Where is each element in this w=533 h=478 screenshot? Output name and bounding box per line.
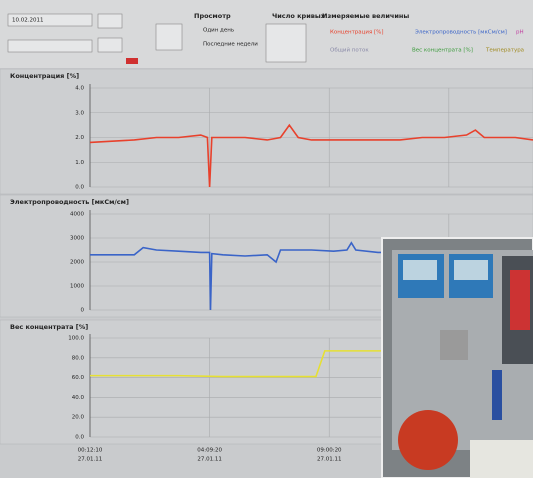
y-tick-label: 2.0 — [75, 135, 84, 141]
option[interactable]: Вес концентрата [%] — [412, 48, 473, 54]
option[interactable]: Температура — [485, 48, 524, 54]
toolbar: 10.02.2011 Просмотр Один день Последние … — [0, 0, 533, 68]
pipe — [492, 370, 502, 420]
y-tick-label: 3000 — [70, 236, 84, 242]
curves-list[interactable] — [266, 24, 306, 62]
option[interactable]: Общий поток — [330, 47, 369, 54]
chart-title: Концентрация [%] — [10, 72, 79, 80]
y-tick-label: 4000 — [70, 212, 84, 218]
x-tick-date: 27.01.11 — [197, 457, 222, 463]
x-tick-label: 00:12:10 — [78, 448, 103, 454]
option[interactable]: pH — [516, 30, 524, 36]
y-tick-label: 0.0 — [75, 185, 84, 191]
group-title: Просмотр — [194, 12, 231, 20]
photo — [382, 238, 533, 478]
y-tick-label: 4.0 — [75, 86, 84, 92]
button[interactable] — [98, 38, 122, 52]
group-title: Число кривых — [272, 12, 326, 20]
button[interactable] — [156, 24, 182, 50]
y-tick-label: 60.0 — [72, 375, 85, 381]
option[interactable]: Концентрация [%] — [330, 30, 384, 36]
option[interactable]: Один день — [203, 28, 234, 34]
valve — [440, 330, 468, 360]
screen: 10.02.2011 Просмотр Один день Последние … — [0, 0, 533, 478]
y-tick-label: 1.0 — [75, 160, 84, 166]
display — [454, 260, 488, 280]
indicator — [126, 58, 138, 64]
y-tick-label: 100.0 — [68, 336, 84, 342]
chart-title: Электропроводность [мкСм/см] — [10, 198, 129, 206]
x-tick-label: 09:00:20 — [317, 448, 342, 454]
chart-title: Вес концентрата [%] — [10, 323, 88, 331]
y-tick-label: 40.0 — [72, 395, 85, 401]
y-tick-label: 1000 — [70, 284, 84, 290]
pump — [398, 410, 458, 470]
nav-buttons[interactable] — [8, 40, 92, 52]
option[interactable]: Последние недели — [203, 42, 258, 48]
y-tick-label: 20.0 — [72, 415, 85, 421]
x-tick-date: 27.01.11 — [78, 457, 103, 463]
date-text: 10.02.2011 — [12, 18, 44, 24]
x-tick-date: 27.01.11 — [317, 457, 342, 463]
y-tick-label: 3.0 — [75, 110, 84, 116]
option[interactable]: Электропроводность [мкСм/см] — [415, 30, 507, 36]
y-tick-label: 2000 — [70, 260, 84, 266]
button[interactable] — [98, 14, 122, 28]
y-tick-label: 0 — [81, 308, 85, 314]
tank — [470, 440, 533, 478]
y-tick-label: 0.0 — [75, 435, 84, 441]
group-title: Измеряемые величины — [322, 12, 409, 20]
x-tick-label: 04:09:20 — [197, 448, 222, 454]
display — [510, 270, 530, 330]
y-tick-label: 80.0 — [72, 355, 85, 361]
display — [403, 260, 437, 280]
